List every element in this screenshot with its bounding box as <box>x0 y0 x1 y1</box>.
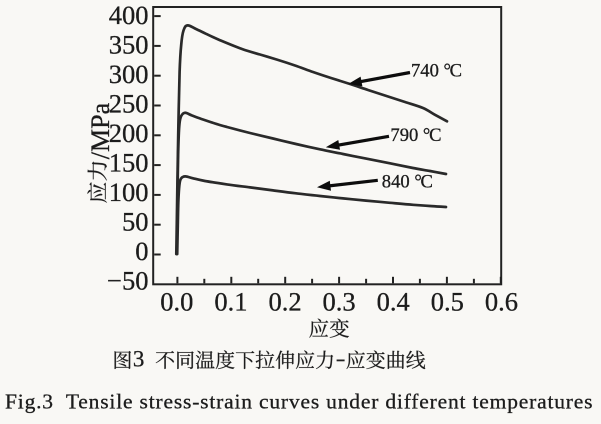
svg-text:Fig.3 Tensile stress-strain c: Fig.3 Tensile stress-strain curves under… <box>5 389 593 413</box>
svg-text:50: 50 <box>122 206 149 236</box>
svg-text:0: 0 <box>135 236 148 266</box>
svg-text:100: 100 <box>109 177 149 207</box>
svg-text:740 °C: 740 °C <box>411 61 462 82</box>
svg-text:0.0: 0.0 <box>160 286 193 316</box>
svg-text:3: 3 <box>133 347 145 372</box>
svg-text:/MPa: /MPa <box>86 102 115 159</box>
svg-text:300: 300 <box>109 59 149 89</box>
svg-text:150: 150 <box>109 147 149 177</box>
svg-text:−50: −50 <box>107 265 148 295</box>
svg-text:0.4: 0.4 <box>377 286 410 316</box>
svg-text:790 °C: 790 °C <box>390 125 441 146</box>
svg-text:0.6: 0.6 <box>485 286 518 316</box>
svg-text:0.3: 0.3 <box>323 286 356 316</box>
svg-text:200: 200 <box>109 118 149 148</box>
svg-text:0.5: 0.5 <box>431 286 464 316</box>
svg-text:250: 250 <box>109 88 149 118</box>
svg-text:400: 400 <box>109 0 149 30</box>
svg-text:350: 350 <box>109 29 149 59</box>
svg-text:840 °C: 840 °C <box>382 172 433 193</box>
svg-text:0.2: 0.2 <box>268 286 301 316</box>
svg-text:0.1: 0.1 <box>214 286 247 316</box>
